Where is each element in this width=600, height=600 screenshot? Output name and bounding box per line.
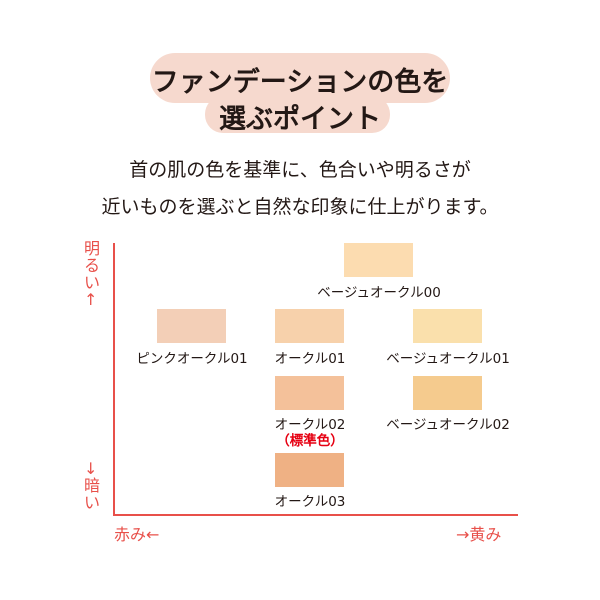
swatch-ochre-02: [275, 376, 344, 410]
label-beige-ochre-01: ベージュオークル01: [386, 351, 510, 367]
label-beige-ochre-02: ベージュオークル02: [386, 417, 510, 433]
y-axis: [113, 243, 115, 516]
title-background: [150, 53, 450, 103]
title-background-lower: [205, 96, 390, 133]
swatch-beige-ochre-01: [413, 309, 482, 343]
lead-line-2: 近いものを選ぶと自然な印象に仕上がります。: [101, 196, 499, 218]
label-beige-ochre-00: ベージュオークル00: [317, 285, 441, 301]
axis-label-yellow: →黄み: [456, 525, 502, 544]
x-axis: [113, 514, 518, 516]
title-line-1: ファンデーションの色を: [151, 67, 449, 98]
lead-line-1: 首の肌の色を基準に、色合いや明るさが: [129, 159, 471, 181]
label-pink-ochre-01: ピンクオークル01: [136, 351, 248, 367]
axis-label-dark: ↓暗い: [84, 459, 101, 512]
swatch-ochre-03: [275, 453, 344, 487]
axis-label-red: 赤み←: [114, 525, 160, 544]
swatch-beige-ochre-02: [413, 376, 482, 410]
standard-color-note: （標準色）: [276, 433, 344, 449]
swatch-ochre-01: [275, 309, 344, 343]
label-ochre-03: オークル03: [274, 494, 346, 510]
title-line-2: 選ぶポイント: [219, 104, 381, 135]
axis-label-bright: 明るい↑: [84, 239, 101, 309]
label-ochre-02: オークル02: [274, 417, 346, 433]
label-ochre-01: オークル01: [274, 351, 346, 367]
swatch-beige-ochre-00: [344, 243, 413, 277]
swatch-pink-ochre-01: [157, 309, 226, 343]
